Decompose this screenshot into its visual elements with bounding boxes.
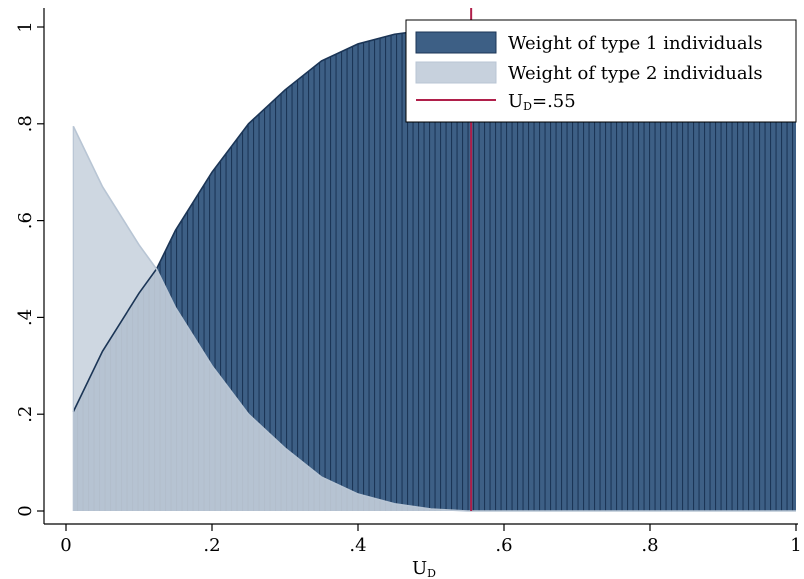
x-tick-label: 1: [790, 535, 801, 556]
legend-label-type2: Weight of type 2 individuals: [508, 63, 763, 84]
legend-ref-label-sub: D: [523, 100, 532, 113]
legend: Weight of type 1 individuals Weight of t…: [405, 19, 797, 123]
x-axis-title-main: U: [412, 558, 427, 579]
y-tick-label: 0: [15, 505, 36, 516]
x-tick-label: .4: [349, 535, 366, 556]
y-tick-label: 1: [15, 21, 36, 32]
x-axis-title: UD: [412, 558, 436, 579]
plot-area: [72, 8, 797, 512]
x-tick-label: .2: [203, 535, 220, 556]
legend-ref-label-main: U: [508, 91, 523, 112]
y-tick-label: .8: [15, 115, 36, 132]
legend-ref-label-rest: =.55: [532, 91, 576, 112]
x-tick-label: 0: [60, 535, 71, 556]
y-tick-label: .4: [15, 309, 36, 326]
y-tick-label: .2: [15, 406, 36, 423]
legend-swatch-type2: [415, 61, 497, 84]
legend-swatch-type1: [415, 31, 497, 54]
x-tick-label: .8: [641, 535, 658, 556]
legend-label-type1: Weight of type 1 individuals: [508, 33, 763, 54]
x-tick-label: .6: [495, 535, 512, 556]
y-tick-label: .6: [15, 212, 36, 229]
legend-label-reference-line: UD=.55: [508, 91, 576, 113]
series-type2-area: [73, 126, 797, 511]
series-type1-hatch: [73, 27, 797, 511]
x-axis-title-sub: D: [427, 567, 436, 579]
x-ticks: 0 .2 .4 .6 .8 1: [60, 524, 802, 556]
series-type2-line: [72, 125, 796, 512]
y-ticks: 0 .2 .4 .6 .8 1: [15, 21, 44, 517]
